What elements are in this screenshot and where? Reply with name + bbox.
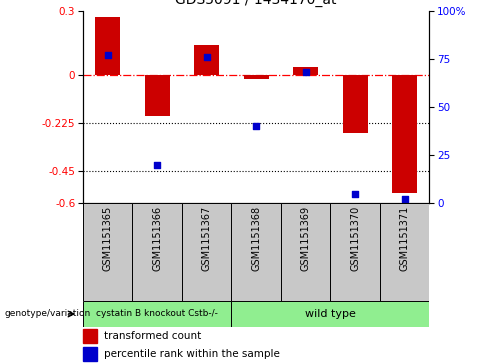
FancyBboxPatch shape [83,301,231,327]
Point [153,162,161,168]
Point [203,54,211,60]
FancyBboxPatch shape [231,203,281,301]
Text: genotype/variation: genotype/variation [5,310,91,318]
Bar [145,75,170,116]
Text: percentile rank within the sample: percentile rank within the sample [104,349,280,359]
Text: cystatin B knockout Cstb-/-: cystatin B knockout Cstb-/- [96,310,218,318]
Bar [392,75,417,193]
Bar [343,75,367,133]
FancyBboxPatch shape [182,203,231,301]
Text: GSM1151367: GSM1151367 [202,206,212,272]
Bar [95,17,120,75]
FancyBboxPatch shape [330,203,380,301]
Bar [83,347,97,361]
Point [351,191,359,196]
Bar [194,45,219,75]
Point [104,52,112,58]
Text: transformed count: transformed count [104,331,201,341]
Bar [244,75,268,79]
Text: GSM1151368: GSM1151368 [251,206,261,272]
Text: GSM1151369: GSM1151369 [301,206,311,272]
Point [252,123,260,129]
Text: GSM1151365: GSM1151365 [102,206,113,272]
Text: GSM1151366: GSM1151366 [152,206,162,272]
Point [302,70,309,76]
FancyBboxPatch shape [281,203,330,301]
FancyBboxPatch shape [132,203,182,301]
Bar [83,329,97,343]
Text: wild type: wild type [305,309,356,319]
Text: GSM1151370: GSM1151370 [350,206,360,272]
FancyBboxPatch shape [231,301,429,327]
Bar [293,67,318,75]
FancyBboxPatch shape [380,203,429,301]
Text: GSM1151371: GSM1151371 [400,206,410,272]
Point [401,196,408,202]
Title: GDS5091 / 1434170_at: GDS5091 / 1434170_at [176,0,337,7]
FancyBboxPatch shape [83,203,132,301]
